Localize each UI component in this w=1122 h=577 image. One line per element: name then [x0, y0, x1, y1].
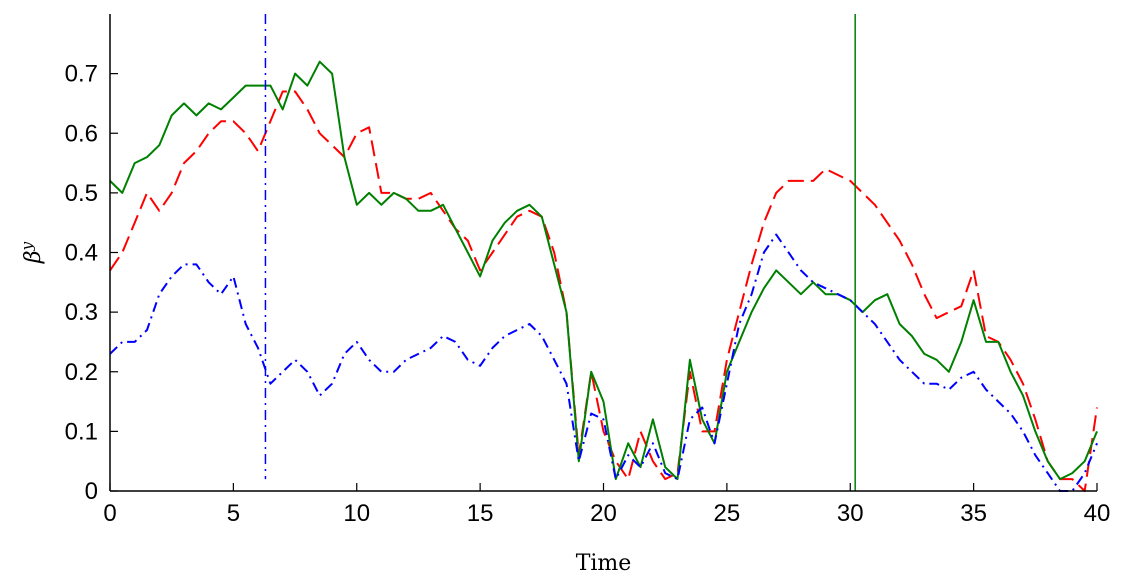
plot-area	[109, 14, 1098, 492]
y-axis-label-superscript: y	[18, 241, 36, 251]
x-axis-label: Time	[576, 551, 632, 576]
x-axis-ticks: 0 5 10 15 20 25 30 35 40	[103, 483, 1110, 527]
y-tick-label: 0.2	[65, 359, 98, 386]
y-axis-ticks: 0 0.1 0.2 0.3 0.4 0.5 0.6 0.7	[65, 61, 118, 505]
x-tick-label: 0	[103, 500, 116, 527]
y-tick-label: 0.3	[65, 299, 98, 326]
x-tick-label: 40	[1084, 500, 1111, 527]
x-tick-label: 30	[837, 500, 864, 527]
x-tick-label: 25	[714, 500, 741, 527]
x-tick-label: 15	[467, 500, 494, 527]
y-tick-label: 0.5	[65, 180, 98, 207]
y-tick-label: 0.1	[65, 418, 98, 445]
y-tick-label: 0.6	[65, 120, 98, 147]
x-tick-label: 5	[227, 500, 240, 527]
axes: 0 5 10 15 20 25 30 35 40 0 0.1 0.2 0.3 0.4 0.5 0.6 0.7	[65, 14, 1110, 527]
y-tick-label: 0.4	[65, 240, 98, 267]
y-tick-label: 0.7	[65, 61, 98, 88]
y-axis-label: βy	[18, 241, 46, 264]
y-axis-label-base: β	[21, 250, 46, 264]
y-tick-label: 0	[85, 478, 98, 505]
x-tick-label: 35	[960, 500, 987, 527]
series-line	[109, 233, 1098, 492]
series-line	[109, 90, 1098, 492]
x-tick-label: 10	[343, 500, 370, 527]
series-line	[109, 60, 1098, 481]
x-tick-label: 20	[590, 500, 617, 527]
